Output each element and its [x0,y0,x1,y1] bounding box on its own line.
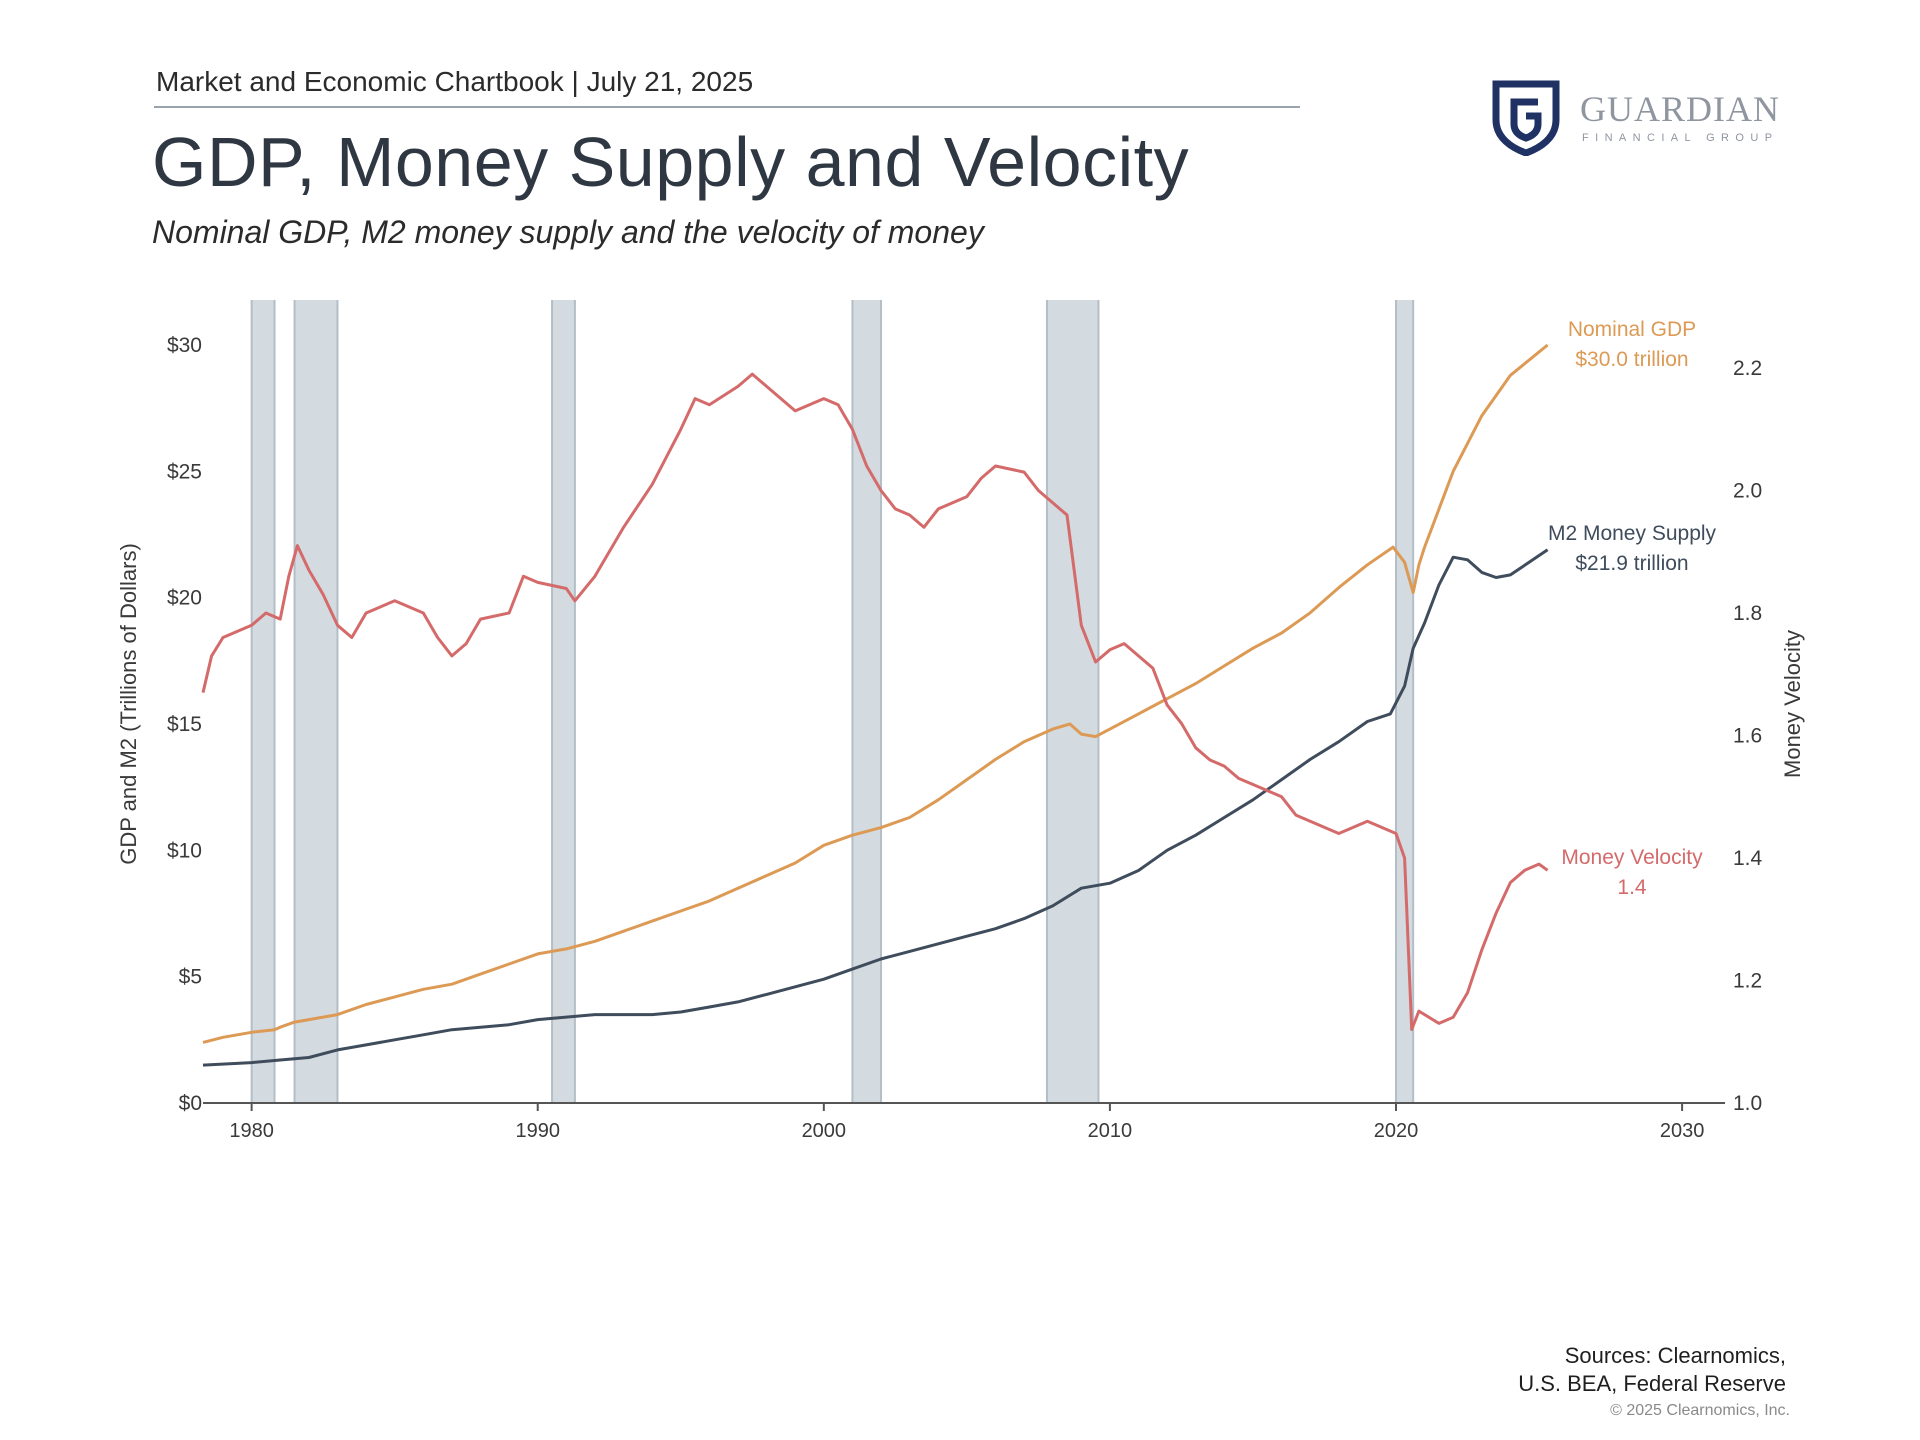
sources-note: Sources: Clearnomics, U.S. BEA, Federal … [1518,1342,1786,1398]
y-left-tick-label: $10 [167,839,202,862]
y-left-tick-label: $25 [167,460,202,483]
chartbook-header: Market and Economic Chartbook | July 21,… [156,66,754,97]
page-title: GDP, Money Supply and Velocity [152,123,1190,201]
header-divider [154,106,1300,108]
copyright-note: © 2025 Clearnomics, Inc. [1610,1402,1790,1419]
y-left-tick-label: $20 [167,587,202,610]
series-lines [201,343,1549,1067]
m2-series-line [202,548,1549,1067]
x-tick-label: 2030 [1660,1120,1705,1142]
x-tick-label: 1990 [515,1120,560,1142]
y-right-tick-label: 2.2 [1733,357,1762,380]
m2-series-label: $21.9 trillion [1575,552,1688,575]
recession-band [1046,300,1099,1103]
y-right-tick-label: 1.4 [1733,847,1763,870]
y-right-tick-label: 1.8 [1733,602,1762,625]
logo-tagline: FINANCIAL GROUP [1582,132,1779,144]
recession-bands [250,300,1415,1103]
m2-series-label: M2 Money Supply [1548,522,1717,545]
page-subtitle: Nominal GDP, M2 money supply and the vel… [152,214,984,250]
y-right-tick-label: 1.6 [1733,725,1762,748]
sources-line-2: U.S. BEA, Federal Reserve [1518,1371,1786,1396]
x-tick-label: 2010 [1088,1120,1133,1142]
y-left-tick-label: $5 [179,966,202,989]
recession-band [1395,300,1414,1103]
x-tick-label: 2000 [802,1120,847,1142]
y-right-tick-label: 1.0 [1733,1092,1762,1115]
sources-line-1: Sources: Clearnomics, [1564,1343,1786,1368]
y-right-tick-label: 2.0 [1733,480,1762,503]
recession-band [552,300,575,1103]
velocity-series-label: Money Velocity [1561,846,1703,869]
recession-band [852,300,882,1103]
y-right-tick-label: 1.2 [1733,970,1762,993]
shield-logo-icon [1492,80,1560,156]
recession-band [294,300,338,1103]
x-tick-label: 1980 [229,1120,274,1142]
y-right-axis-title: Money Velocity [1780,630,1805,778]
guardian-logo: GUARDIAN FINANCIAL GROUP [1492,80,1792,156]
series-labels: Nominal GDP $30.0 trillion M2 Money Supply… [1548,318,1717,899]
recession-band [251,300,275,1103]
y-left-tick-label: $15 [167,713,202,736]
velocity-series-label: 1.4 [1617,876,1647,899]
y-left-axis-title: GDP and M2 (Trillions of Dollars) [116,543,141,865]
gdp-series-line [202,343,1549,1044]
gdp-series-label: Nominal GDP [1568,318,1696,341]
y-left-tick-label: $30 [167,334,202,357]
gdp-series-label: $30.0 trillion [1575,348,1688,371]
x-tick-label: 2020 [1374,1120,1419,1142]
chart-axes: 1980 1990 2000 2010 2020 2030 $0 $5 $10 $15 $20 $25… [116,334,1805,1142]
logo-name: GUARDIAN [1580,89,1780,129]
velocity-series-line [201,372,1549,1031]
y-left-tick-label: $0 [179,1092,202,1115]
